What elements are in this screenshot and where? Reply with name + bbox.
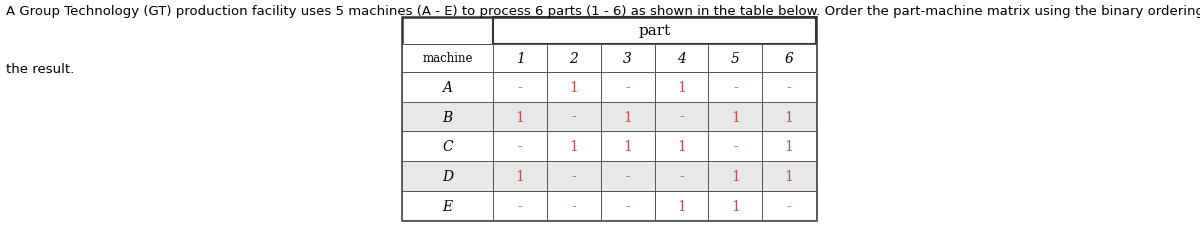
Bar: [708, 132, 762, 161]
Text: A: A: [443, 81, 452, 94]
Text: -: -: [787, 81, 792, 94]
Bar: [762, 102, 816, 132]
Text: the result.: the result.: [6, 63, 74, 76]
Text: 3: 3: [623, 52, 632, 65]
Bar: [654, 73, 708, 102]
Bar: [708, 161, 762, 191]
Text: 5: 5: [731, 52, 739, 65]
Text: 1: 1: [785, 169, 793, 183]
Bar: [762, 191, 816, 220]
Text: 6: 6: [785, 52, 793, 65]
Text: 1: 1: [623, 140, 632, 153]
Text: 2: 2: [569, 52, 578, 65]
Text: machine: machine: [422, 52, 473, 65]
Text: -: -: [571, 199, 576, 213]
Bar: [654, 132, 708, 161]
Bar: [402, 44, 493, 73]
Bar: [654, 161, 708, 191]
Text: -: -: [625, 81, 630, 94]
Text: E: E: [443, 199, 452, 213]
Text: -: -: [571, 169, 576, 183]
Text: B: B: [443, 110, 452, 124]
Bar: [547, 102, 601, 132]
Bar: [601, 191, 654, 220]
Bar: [493, 132, 547, 161]
Text: 1: 1: [623, 110, 632, 124]
Bar: [601, 161, 654, 191]
Bar: [762, 44, 816, 73]
Text: 1: 1: [785, 110, 793, 124]
Bar: [402, 161, 493, 191]
Bar: [654, 191, 708, 220]
Text: 1: 1: [516, 52, 524, 65]
Text: -: -: [625, 199, 630, 213]
Bar: [493, 102, 547, 132]
Text: -: -: [679, 169, 684, 183]
Bar: [708, 102, 762, 132]
Text: -: -: [733, 140, 738, 153]
Text: 1: 1: [516, 169, 524, 183]
Text: C: C: [443, 140, 452, 153]
Bar: [708, 191, 762, 220]
Text: 1: 1: [677, 140, 686, 153]
Bar: [708, 73, 762, 102]
Bar: [493, 191, 547, 220]
Bar: [601, 132, 654, 161]
Text: -: -: [517, 81, 522, 94]
Text: 1: 1: [731, 110, 739, 124]
Bar: [493, 18, 816, 44]
Bar: [654, 44, 708, 73]
Text: 1: 1: [677, 199, 686, 213]
Text: 1: 1: [569, 81, 578, 94]
Bar: [402, 102, 493, 132]
Bar: [654, 102, 708, 132]
Bar: [762, 73, 816, 102]
Text: part: part: [638, 24, 671, 38]
Text: 4: 4: [677, 52, 686, 65]
Text: -: -: [787, 199, 792, 213]
Bar: [493, 73, 547, 102]
Text: 1: 1: [677, 81, 686, 94]
Bar: [402, 191, 493, 220]
Text: -: -: [733, 81, 738, 94]
Text: 1: 1: [731, 169, 739, 183]
Text: -: -: [625, 169, 630, 183]
Text: A Group Technology (GT) production facility uses 5 machines (A - E) to process 6: A Group Technology (GT) production facil…: [6, 4, 1200, 18]
Text: 1: 1: [785, 140, 793, 153]
Bar: [493, 161, 547, 191]
Text: D: D: [442, 169, 454, 183]
Bar: [547, 191, 601, 220]
Text: -: -: [517, 199, 522, 213]
Text: 1: 1: [731, 199, 739, 213]
Text: -: -: [571, 110, 576, 124]
Bar: [547, 132, 601, 161]
Text: 1: 1: [516, 110, 524, 124]
Bar: [762, 161, 816, 191]
Bar: [708, 44, 762, 73]
Bar: [547, 44, 601, 73]
Bar: [762, 132, 816, 161]
Bar: [493, 44, 547, 73]
Bar: [601, 102, 654, 132]
Text: -: -: [679, 110, 684, 124]
Bar: [402, 132, 493, 161]
Text: 1: 1: [569, 140, 578, 153]
Bar: [547, 73, 601, 102]
Bar: [601, 44, 654, 73]
Bar: [402, 73, 493, 102]
Bar: [547, 161, 601, 191]
Bar: [601, 73, 654, 102]
Text: -: -: [517, 140, 522, 153]
